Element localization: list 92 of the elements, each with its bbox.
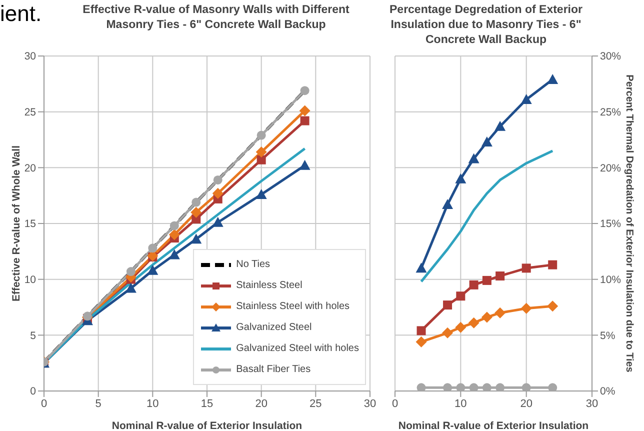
point	[213, 175, 222, 184]
point	[469, 280, 478, 290]
point	[443, 383, 452, 391]
point	[256, 188, 267, 199]
point	[300, 116, 310, 126]
point	[482, 276, 492, 285]
point	[416, 336, 427, 348]
point	[256, 130, 266, 140]
point	[299, 160, 310, 170]
point	[520, 302, 532, 314]
y-tick-label: 20%	[600, 162, 622, 174]
point	[212, 188, 224, 199]
point	[522, 264, 531, 273]
point	[469, 383, 478, 391]
point	[126, 267, 136, 276]
x-axis-title: Nominal R-value of Exterior Insulation	[112, 420, 302, 431]
x-tick-label: 0	[392, 398, 398, 410]
point	[548, 383, 558, 391]
y-tick-label: 30%	[600, 50, 622, 63]
x-axis-title: Nominal R-value of Exterior Insulation	[398, 420, 589, 431]
point	[547, 74, 558, 84]
legend-label: Stainless Steel	[236, 280, 302, 291]
y-tick-label: 25%	[600, 106, 622, 119]
line-series	[420, 150, 554, 283]
point	[482, 383, 492, 391]
point	[190, 206, 202, 218]
point	[468, 153, 480, 164]
y-tick-label: 5	[30, 330, 36, 342]
point	[455, 173, 466, 184]
x-tick-label: 20	[255, 398, 268, 410]
y-tick-label: 20	[24, 162, 36, 174]
point	[256, 155, 266, 164]
point	[147, 264, 158, 275]
point	[456, 383, 466, 391]
point	[168, 229, 180, 240]
x-tick-label: 25	[310, 398, 322, 410]
y-tick-label: 5%	[600, 330, 616, 342]
x-tick-label: 10	[454, 398, 467, 410]
y-tick-label: 10%	[600, 274, 622, 286]
y-axis-title: Effective R-value of Whole Wall	[10, 145, 23, 302]
point	[212, 216, 224, 227]
point	[442, 327, 454, 338]
point	[416, 262, 427, 273]
legend-label: Stainless Steel with holes	[236, 301, 350, 312]
legend-label: Basalt Fiber Ties	[236, 364, 311, 375]
point	[443, 300, 452, 310]
point	[494, 307, 506, 318]
point	[192, 198, 201, 207]
x-tick-label: 30	[586, 398, 598, 410]
point	[522, 383, 531, 391]
point	[190, 234, 202, 244]
point	[481, 312, 492, 323]
y-tick-label: 15%	[600, 218, 622, 230]
point	[456, 292, 466, 301]
point	[481, 136, 492, 146]
x-tick-label: 15	[200, 398, 214, 410]
point	[416, 326, 426, 336]
point	[256, 146, 267, 158]
point	[548, 260, 558, 270]
point	[299, 105, 310, 116]
point	[442, 199, 454, 210]
point	[125, 282, 136, 293]
x-tick-label: 20	[520, 398, 532, 410]
y-tick-label: 30	[24, 50, 36, 63]
point	[496, 271, 505, 280]
y-tick-label: 15	[24, 218, 36, 230]
text: ient.	[0, 0, 42, 28]
legend-label: No Ties	[236, 259, 270, 270]
point	[547, 300, 558, 312]
legend-label: Galvanized Steel	[236, 322, 312, 333]
point	[300, 86, 310, 96]
x-tick-label: 5	[95, 398, 102, 410]
point	[520, 94, 532, 104]
x-tick-label: 10	[146, 398, 159, 410]
y-tick-label: 25	[24, 106, 36, 119]
point	[148, 244, 158, 253]
y-tick-label: 0%	[600, 386, 616, 398]
point	[455, 322, 466, 333]
y-axis-title: Percent Thermal Degredation of Exterior Insulation due to Ties	[623, 74, 634, 373]
chart-title: Effective R-value of Masonry Walls with Different Masonry Ties - 6" Concrete Wall Backup	[82, 3, 350, 33]
legend-label: Galvanized Steel with holes	[236, 343, 359, 354]
point	[468, 317, 480, 328]
point	[416, 383, 426, 391]
point	[494, 120, 506, 131]
point	[168, 249, 180, 260]
y-tick-label: 0	[30, 386, 36, 398]
point	[170, 221, 179, 230]
point	[496, 383, 505, 391]
x-tick-label: 30	[364, 398, 376, 410]
chart-title: Percentage Degredation of Exterior Insulation due to Masonry Ties - 6" Concrete Wall Backup	[388, 3, 584, 48]
y-tick-label: 10	[24, 274, 36, 286]
x-tick-label: 0	[40, 398, 48, 410]
